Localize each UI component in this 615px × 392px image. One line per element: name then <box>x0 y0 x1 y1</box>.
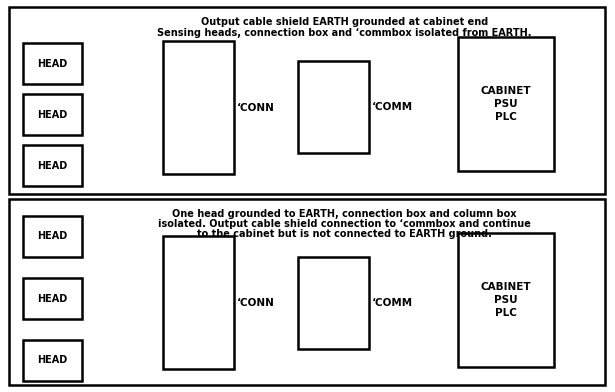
Bar <box>23 278 82 319</box>
Text: HEAD: HEAD <box>38 294 68 304</box>
Bar <box>9 7 605 194</box>
Text: ‘COMM: ‘COMM <box>372 298 413 308</box>
Text: HEAD: HEAD <box>38 161 68 171</box>
Bar <box>23 216 82 257</box>
Bar <box>23 340 82 381</box>
Text: ‘COMM: ‘COMM <box>372 102 413 112</box>
Bar <box>458 37 554 171</box>
Text: HEAD: HEAD <box>38 231 68 241</box>
Bar <box>298 257 369 349</box>
Bar <box>23 43 82 84</box>
Text: ‘CONN: ‘CONN <box>237 103 275 113</box>
Text: isolated. Output cable shield connection to ‘commbox and continue: isolated. Output cable shield connection… <box>158 219 531 229</box>
Text: to the cabinet but is not connected to EARTH ground.: to the cabinet but is not connected to E… <box>197 229 492 240</box>
Text: HEAD: HEAD <box>38 356 68 365</box>
Text: CABINET
PSU
PLC: CABINET PSU PLC <box>480 282 531 318</box>
Text: ‘CONN: ‘CONN <box>237 298 275 308</box>
Text: Sensing heads, connection box and ‘commbox isolated from EARTH.: Sensing heads, connection box and ‘commb… <box>157 28 531 38</box>
Text: HEAD: HEAD <box>38 110 68 120</box>
Bar <box>163 236 234 369</box>
Bar <box>23 145 82 186</box>
Bar <box>9 199 605 385</box>
Text: One head grounded to EARTH, connection box and column box: One head grounded to EARTH, connection b… <box>172 209 517 219</box>
Text: Output cable shield EARTH grounded at cabinet end: Output cable shield EARTH grounded at ca… <box>200 16 488 27</box>
Bar <box>298 61 369 153</box>
Bar <box>23 94 82 135</box>
Text: CABINET
PSU
PLC: CABINET PSU PLC <box>480 86 531 122</box>
Bar <box>163 41 234 174</box>
Bar <box>458 233 554 367</box>
Text: HEAD: HEAD <box>38 59 68 69</box>
